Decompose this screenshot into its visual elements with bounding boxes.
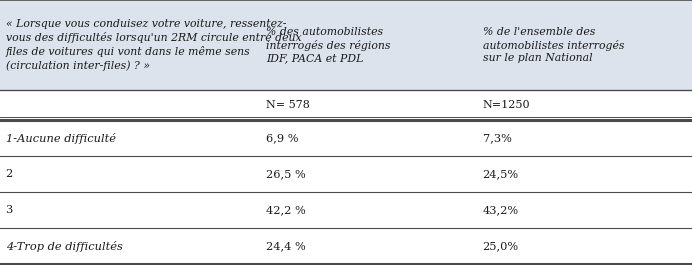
Text: 24,5%: 24,5%	[483, 169, 519, 179]
Text: 43,2%: 43,2%	[483, 205, 519, 215]
Text: 25,0%: 25,0%	[483, 241, 519, 251]
Text: 1-Aucune difficulté: 1-Aucune difficulté	[6, 132, 116, 144]
Text: N= 578: N= 578	[266, 100, 310, 110]
Text: 4-Trop de difficultés: 4-Trop de difficultés	[6, 241, 122, 251]
Text: 3: 3	[6, 205, 12, 215]
Text: N=1250: N=1250	[483, 100, 530, 110]
Text: % de l'ensemble des
automobilistes interrogés
sur le plan National: % de l'ensemble des automobilistes inter…	[483, 26, 624, 64]
Text: 26,5 %: 26,5 %	[266, 169, 306, 179]
Text: 6,9 %: 6,9 %	[266, 133, 299, 143]
Text: 2: 2	[6, 169, 12, 179]
Text: « Lorsque vous conduisez votre voiture, ressentez-
vous des difficultés lorsqu'u: « Lorsque vous conduisez votre voiture, …	[6, 19, 301, 71]
Bar	[0, 0, 692, 90]
Text: 7,3%: 7,3%	[483, 133, 511, 143]
Text: 24,4 %: 24,4 %	[266, 241, 306, 251]
Text: 42,2 %: 42,2 %	[266, 205, 306, 215]
Text: % des automobilistes
interrogés des régions
IDF, PACA et PDL: % des automobilistes interrogés des régi…	[266, 26, 391, 64]
